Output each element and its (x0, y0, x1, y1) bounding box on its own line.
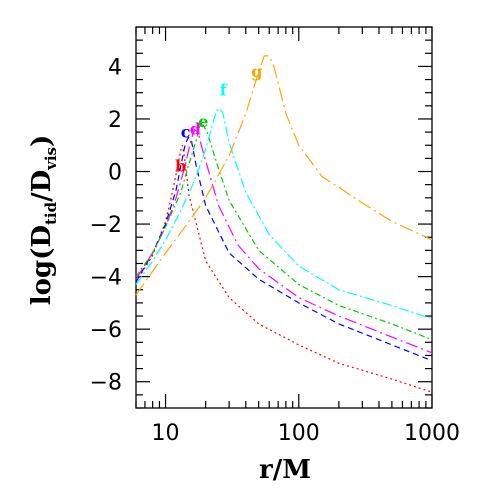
y-tick-label: −4 (90, 266, 122, 291)
series-label-d: d (190, 120, 201, 139)
series-line-b (135, 145, 433, 393)
y-title-sub1: tid (42, 201, 60, 225)
series-line-d (135, 128, 433, 354)
y-tick-label: 0 (108, 161, 122, 186)
x-tick-label: 1000 (404, 421, 460, 446)
y-title-suffix: ) (27, 135, 57, 147)
x-tick-label: 100 (278, 421, 320, 446)
y-title-prefix: log(D (27, 225, 57, 305)
axis-ticks (135, 26, 433, 409)
series-line-g (135, 55, 433, 296)
series-line-e (135, 123, 433, 341)
y-title-sub2: vis (42, 147, 60, 171)
series-lines (135, 55, 433, 393)
series-line-c (135, 136, 433, 362)
y-title-mid: /D (27, 170, 57, 202)
y-axis-title: log(Dtid/Dvis) (27, 135, 60, 306)
series-label-g: g (251, 62, 262, 81)
series-label-c: c (181, 122, 191, 141)
y-tick-label: −6 (90, 318, 122, 343)
series-label-b: b (175, 157, 186, 176)
y-tick-label: 4 (108, 55, 122, 80)
y-tick-label: −2 (90, 213, 122, 238)
series-label-f: f (220, 80, 228, 99)
y-tick-label: 2 (108, 108, 122, 133)
series-line-f (135, 107, 433, 320)
series-label-e: e (198, 112, 208, 131)
x-tick-label: 10 (152, 421, 180, 446)
tick-labels: 10 100 1000 4 2 0 −2 −4 −6 −8 (90, 55, 460, 446)
series-labels: bc def g (175, 62, 262, 176)
y-tick-label: −8 (90, 371, 122, 396)
plot-border (135, 26, 433, 409)
x-axis-title: r/M (259, 455, 311, 485)
plot-frame (135, 26, 433, 409)
